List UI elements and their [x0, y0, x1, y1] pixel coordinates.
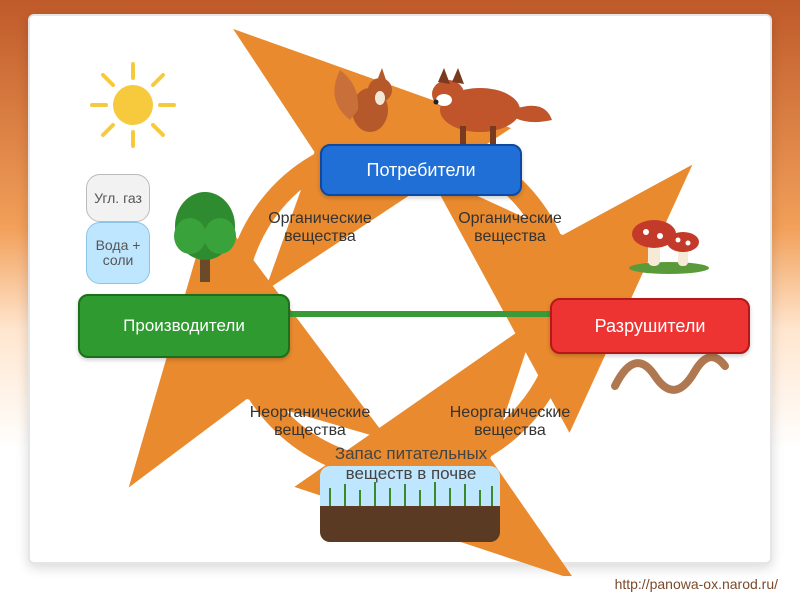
footer-url: http://panowa-ox.narod.ru/ — [615, 576, 778, 592]
label-inorganic-right: Неорганические вещества — [420, 404, 600, 441]
node-consumers: Потребители — [320, 144, 522, 196]
label-organic-left: Органические вещества — [240, 210, 400, 247]
label-organic-right: Органические вещества — [430, 210, 590, 247]
bubble-gas: Угл. газ — [86, 174, 150, 222]
node-producers-label: Производители — [123, 316, 245, 336]
label-inorganic-left: Неорганические вещества — [220, 404, 400, 441]
bubble-gas-text: Угл. газ — [94, 191, 142, 206]
bubble-water: Вода + соли — [86, 222, 150, 284]
node-decomposers: Разрушители — [550, 298, 750, 354]
node-decomposers-label: Разрушители — [595, 316, 706, 337]
bubble-water-text: Вода + соли — [87, 238, 149, 267]
node-soil-label: Запас питательных веществ в почве — [306, 444, 516, 483]
node-producers: Производители — [78, 294, 290, 358]
node-consumers-label: Потребители — [367, 160, 476, 181]
